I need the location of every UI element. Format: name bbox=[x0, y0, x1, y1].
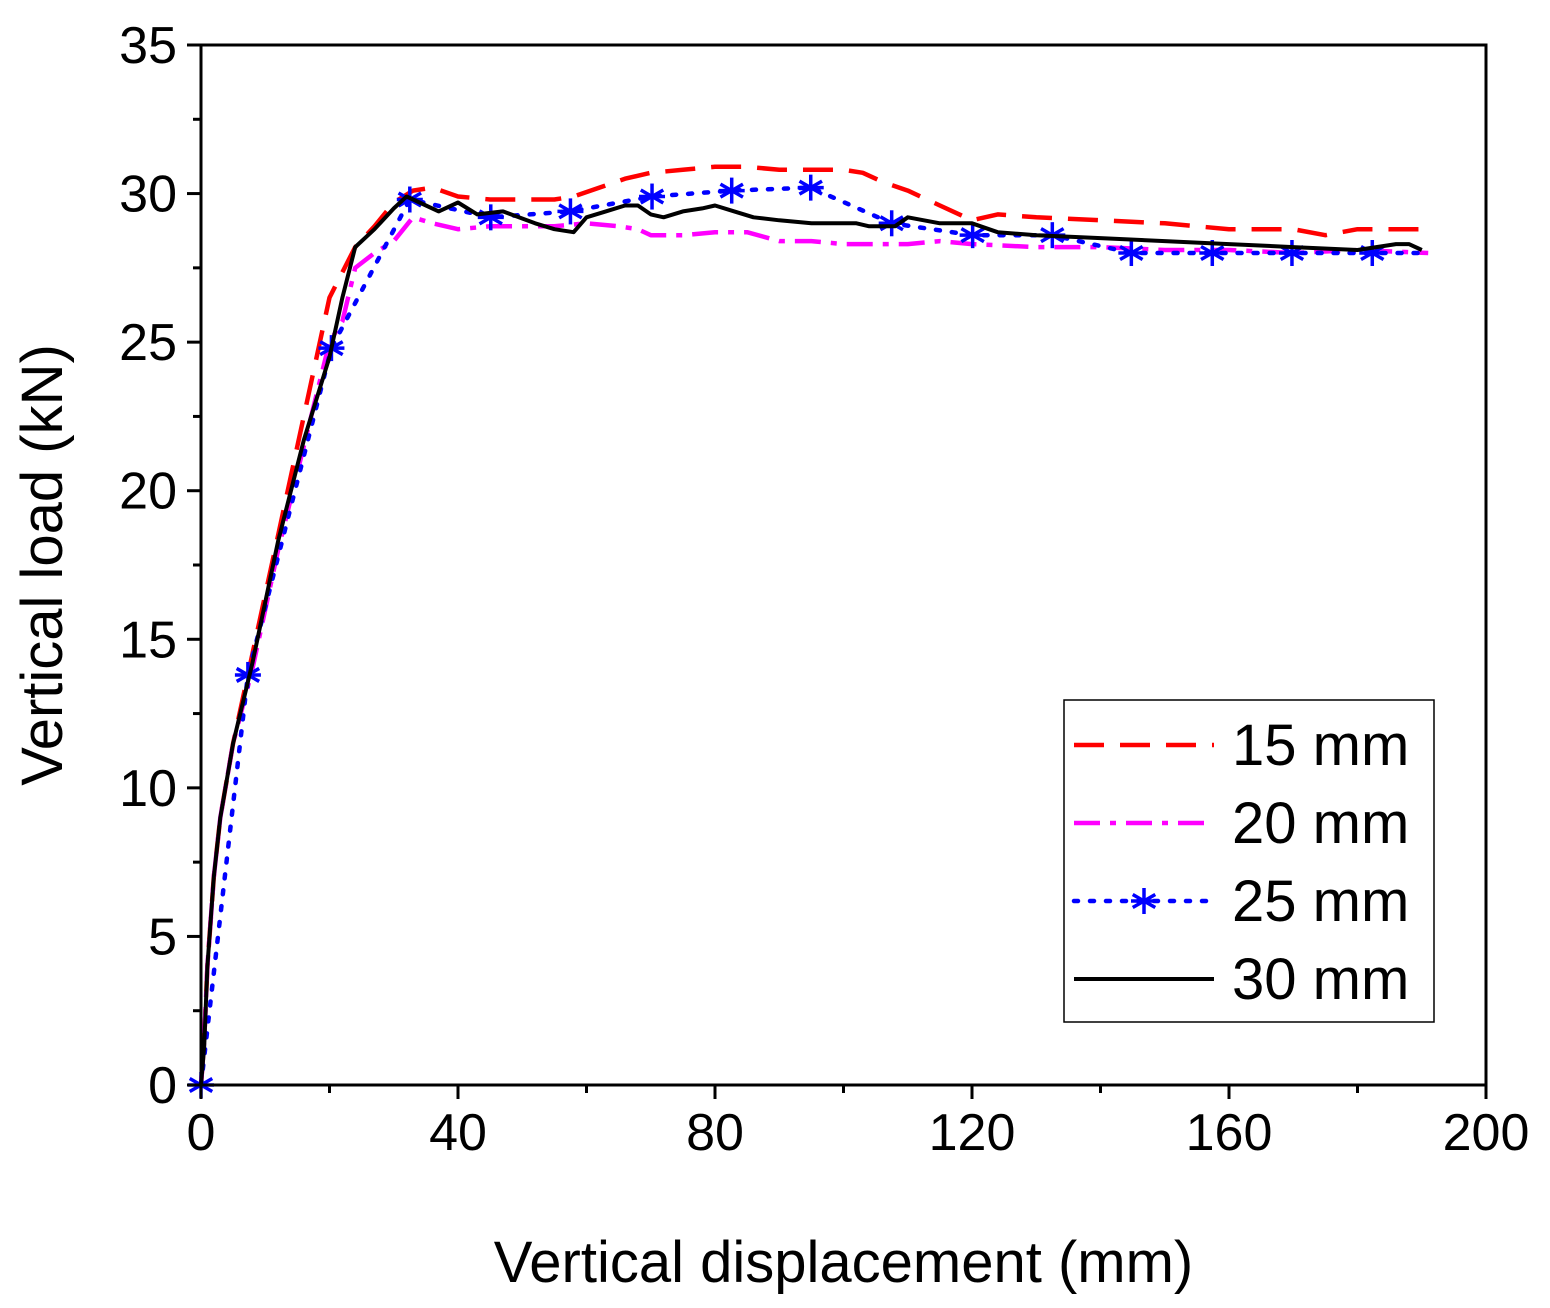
x-tick-label: 200 bbox=[1443, 1104, 1530, 1162]
y-axis-title: Vertical load (kN) bbox=[10, 344, 75, 786]
y-tick-label: 20 bbox=[119, 463, 177, 521]
series-marker bbox=[557, 198, 584, 225]
axis-layer: 0 40 80 120 160 200 0 5 10 15 20 25 30 35 bbox=[119, 17, 1529, 1162]
series-marker bbox=[1199, 240, 1226, 266]
y-tick-label: 5 bbox=[148, 908, 177, 966]
legend: 15 mm 20 mm 25 mm 30 mm bbox=[1063, 699, 1435, 1023]
x-tick-label: 120 bbox=[929, 1104, 1016, 1162]
series-marker bbox=[1131, 888, 1157, 914]
x-tick-label: 0 bbox=[187, 1104, 216, 1162]
y-tick-label: 30 bbox=[119, 166, 177, 224]
series-marker bbox=[959, 222, 986, 249]
x-tick-label: 160 bbox=[1186, 1104, 1273, 1162]
series-line-25-mm bbox=[198, 185, 1425, 1088]
legend-label: 30 mm bbox=[1232, 947, 1409, 1012]
series-layer bbox=[188, 164, 1429, 1098]
legend-box bbox=[1063, 699, 1435, 1023]
x-axis-title: Vertical displacement (mm) bbox=[494, 1230, 1193, 1295]
legend-label: 20 mm bbox=[1232, 791, 1409, 856]
series-marker bbox=[718, 177, 745, 204]
y-tick-label: 15 bbox=[119, 611, 177, 669]
y-tick-label: 35 bbox=[119, 17, 177, 75]
x-tick-label: 40 bbox=[429, 1104, 487, 1162]
series-marker bbox=[639, 183, 666, 210]
series-marker bbox=[1278, 240, 1305, 266]
y-tick-label: 25 bbox=[119, 314, 177, 372]
series-marker bbox=[1118, 240, 1145, 266]
y-tick-label: 10 bbox=[119, 760, 177, 818]
legend-label: 25 mm bbox=[1232, 869, 1409, 934]
y-tick-label: 0 bbox=[148, 1057, 177, 1115]
series-marker bbox=[797, 174, 824, 201]
series-line-15-mm bbox=[198, 164, 1429, 1086]
series-marker bbox=[1359, 240, 1386, 266]
legend-label: 15 mm bbox=[1232, 713, 1409, 778]
x-tick-label: 80 bbox=[686, 1104, 744, 1162]
series-line-30-mm bbox=[199, 194, 1423, 1086]
